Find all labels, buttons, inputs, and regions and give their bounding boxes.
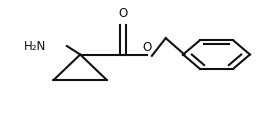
- Text: H₂N: H₂N: [24, 40, 46, 53]
- Text: O: O: [142, 41, 152, 54]
- Text: O: O: [118, 7, 128, 20]
